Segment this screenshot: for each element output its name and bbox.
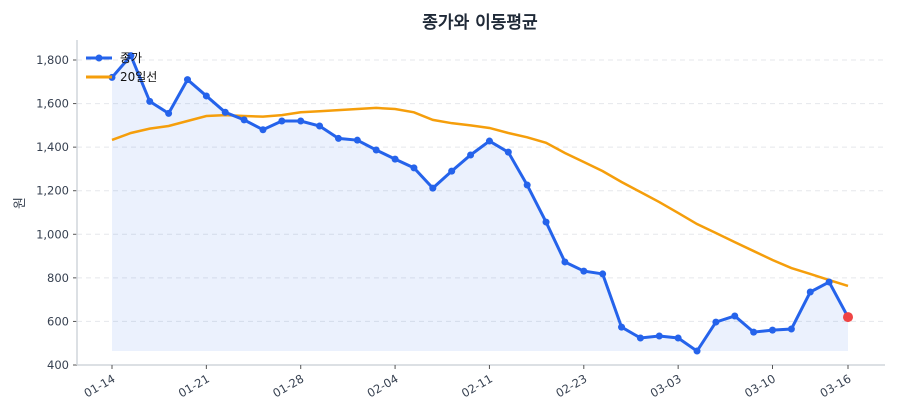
x-tick-label: 01-21 xyxy=(176,371,212,400)
close-point xyxy=(504,148,512,156)
y-tick-label: 1,600 xyxy=(36,97,69,111)
close-point xyxy=(731,312,739,320)
x-tick-label: 03-10 xyxy=(742,371,778,400)
x-tick-label: 01-14 xyxy=(82,371,118,400)
close-point xyxy=(561,258,569,266)
close-point xyxy=(750,328,758,336)
close-point xyxy=(183,76,191,84)
close-point xyxy=(278,117,286,125)
close-point xyxy=(259,126,267,134)
close-point xyxy=(240,116,248,124)
close-point xyxy=(674,334,682,342)
close-area-fill xyxy=(112,55,848,352)
close-point xyxy=(146,97,154,105)
close-point xyxy=(636,334,644,342)
y-tick-label: 800 xyxy=(47,271,69,285)
close-point xyxy=(806,288,814,296)
legend-label-close: 종가 xyxy=(120,51,142,65)
plot-area xyxy=(108,52,853,355)
close-point xyxy=(334,134,342,142)
x-tick-label: 01-28 xyxy=(270,371,306,400)
close-point xyxy=(467,151,475,159)
y-tick-label: 400 xyxy=(47,358,69,372)
close-point xyxy=(712,318,720,326)
close-point xyxy=(202,92,210,100)
y-tick-label: 600 xyxy=(47,314,69,328)
close-point xyxy=(523,181,531,189)
close-point xyxy=(599,270,607,278)
x-tick-label: 02-11 xyxy=(459,371,495,400)
legend: 종가 20일선 xyxy=(86,51,157,84)
y-axis-label: 원 xyxy=(13,197,28,209)
close-point xyxy=(485,137,493,145)
close-point xyxy=(410,164,418,172)
close-point xyxy=(165,109,173,117)
legend-label-ma20: 20일선 xyxy=(120,70,157,84)
chart-title: 종가와 이동평균 xyxy=(422,13,538,33)
x-tick-label: 02-23 xyxy=(553,371,589,400)
x-tick-label: 02-04 xyxy=(365,371,401,400)
close-point xyxy=(618,323,626,331)
close-point xyxy=(787,325,795,333)
close-point xyxy=(391,155,399,163)
legend-marker-close xyxy=(95,54,103,62)
close-point xyxy=(693,347,701,355)
close-point xyxy=(825,278,833,286)
x-tick-label: 03-16 xyxy=(818,371,854,400)
close-point xyxy=(127,52,135,60)
y-tick-label: 1,200 xyxy=(36,184,69,198)
close-point xyxy=(655,332,663,340)
y-tick-label: 1,000 xyxy=(36,227,69,241)
close-point xyxy=(353,136,361,144)
close-point xyxy=(448,167,456,175)
last-close-point xyxy=(843,312,853,323)
close-line xyxy=(110,52,850,354)
close-point xyxy=(221,108,229,116)
close-point xyxy=(429,184,437,192)
y-tick-label: 1,800 xyxy=(36,53,69,67)
x-tick-label: 03-03 xyxy=(648,371,684,400)
close-point xyxy=(542,218,550,226)
close-point xyxy=(580,267,588,275)
y-tick-label: 1,400 xyxy=(36,140,69,154)
close-point xyxy=(769,326,777,334)
close-point xyxy=(297,117,305,125)
close-point xyxy=(372,146,380,154)
close-point xyxy=(316,122,324,130)
